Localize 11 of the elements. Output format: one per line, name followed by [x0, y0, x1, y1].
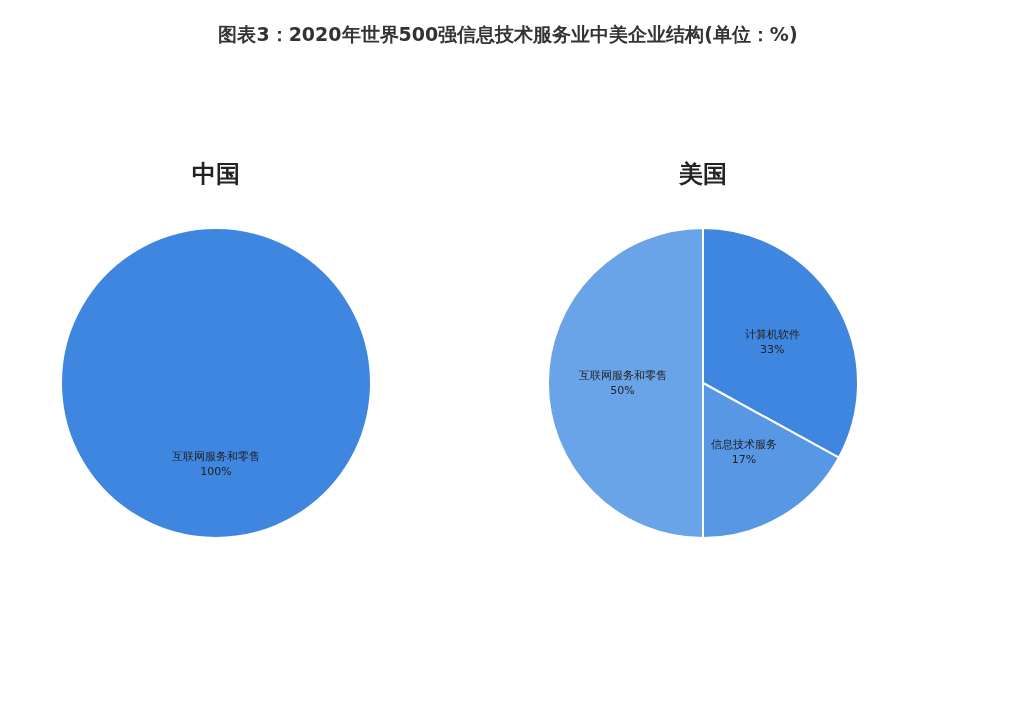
slice-label: 互联网服务和零售	[172, 449, 260, 463]
data-label: 100%	[200, 464, 232, 478]
slice-label: 计算机软件	[744, 328, 800, 342]
text: 图表3：2020年世界500强信息技术服务业中美企业结构(单位：%)	[217, 22, 799, 47]
chart-subtitle: 中国	[192, 158, 240, 188]
slice-label: 信息技术服务	[710, 438, 777, 452]
data-label: 33%	[760, 343, 785, 357]
data-label: 17%	[731, 453, 757, 467]
chart-subtitle: 美国	[678, 158, 727, 188]
data-label: 50%	[610, 384, 635, 397]
slice-label: 互联网服务和零售	[578, 369, 667, 382]
